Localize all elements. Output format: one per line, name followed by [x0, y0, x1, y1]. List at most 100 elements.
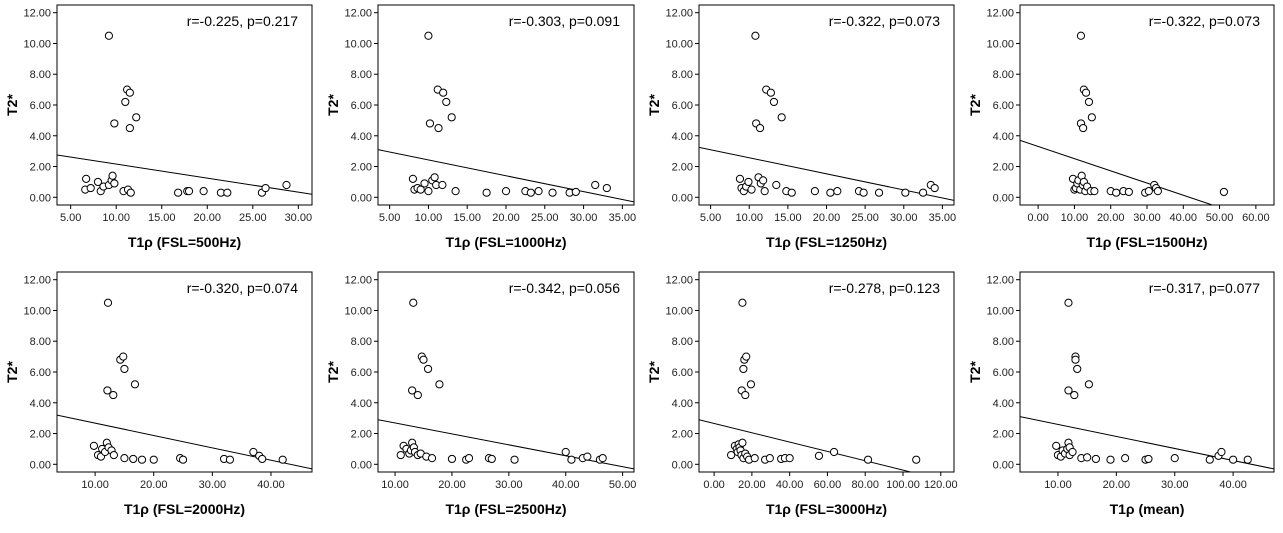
- data-point: [416, 185, 425, 194]
- data-point: [567, 455, 576, 464]
- data-point: [583, 452, 592, 461]
- data-point: [918, 188, 928, 197]
- x-axis-label: T1ρ (FSL=2000Hz): [124, 501, 245, 517]
- x-tick-label: 10.00: [1061, 212, 1089, 224]
- y-tick-label: 4.00: [672, 131, 693, 143]
- y-tick-label: 0.00: [993, 192, 1014, 204]
- y-tick-label: 12.00: [665, 275, 693, 287]
- x-tick-label: 20.00: [492, 212, 520, 224]
- y-tick-label: 6.00: [672, 367, 693, 379]
- data-point: [760, 187, 769, 196]
- data-point: [829, 447, 839, 457]
- y-tick-label: 0.00: [672, 459, 693, 471]
- data-point: [110, 119, 119, 128]
- data-point: [119, 352, 128, 361]
- data-point: [125, 88, 134, 97]
- x-tick-label: 30.00: [1161, 479, 1189, 491]
- data-point: [223, 188, 232, 197]
- x-tick-label: 10.00: [381, 479, 409, 491]
- data-point: [174, 188, 183, 197]
- y-tick-label: 4.00: [993, 398, 1014, 410]
- data-point: [510, 455, 519, 464]
- x-tick-label: 25.00: [851, 212, 879, 224]
- y-tick-label: 4.00: [30, 398, 51, 410]
- data-point: [751, 31, 760, 40]
- data-point: [1083, 453, 1092, 462]
- data-point: [261, 183, 270, 193]
- x-tick-label: 20.00: [194, 212, 222, 224]
- data-point: [833, 187, 842, 196]
- x-tick-label: 80.00: [851, 479, 879, 491]
- data-point: [125, 123, 134, 133]
- data-point: [464, 454, 474, 463]
- x-tick-label: 40.00: [257, 479, 285, 491]
- data-point: [86, 183, 95, 193]
- correlation-annotation: r=-0.322, p=0.073: [1149, 13, 1261, 29]
- data-point: [408, 174, 418, 183]
- data-point: [1124, 187, 1133, 197]
- data-point: [738, 298, 747, 307]
- y-tick-label: 10.00: [344, 305, 372, 317]
- scatter-panel-8: 0.00 2.00 4.00 6.00 8.00 10.00 12.00 10.00 20.00…: [967, 271, 1275, 517]
- correlation-annotation: r=-0.322, p=0.073: [829, 13, 941, 29]
- data-point: [126, 188, 135, 197]
- x-tick-label: 40.00: [552, 479, 580, 491]
- x-tick-label: 100.00: [886, 479, 920, 491]
- correlation-annotation: r=-0.225, p=0.217: [187, 13, 299, 29]
- scatter-panel-7: 0.00 2.00 4.00 6.00 8.00 10.00 12.00 0.00 20.00 4…: [646, 271, 958, 517]
- data-point: [396, 450, 405, 460]
- data-point: [178, 455, 188, 464]
- x-tick-label: 35.00: [929, 212, 957, 224]
- y-tick-label: 2.00: [30, 429, 51, 441]
- y-tick-label: 8.00: [30, 69, 51, 81]
- data-point: [874, 188, 884, 197]
- data-point: [746, 380, 756, 389]
- data-point: [777, 113, 786, 122]
- data-point: [1064, 298, 1073, 307]
- y-tick-label: 0.00: [30, 459, 51, 471]
- data-point: [149, 455, 158, 464]
- x-tick-label: 25.00: [239, 212, 267, 224]
- x-tick-label: 20.00: [140, 479, 168, 491]
- y-tick-label: 6.00: [30, 100, 51, 112]
- y-axis-label: T2*: [967, 361, 983, 383]
- y-axis-label: T2*: [646, 94, 662, 116]
- data-point: [482, 188, 491, 197]
- data-point: [1219, 187, 1229, 197]
- data-point: [1153, 187, 1162, 196]
- x-tick-label: 10.00: [415, 212, 443, 224]
- data-point: [1070, 390, 1079, 400]
- scatter-panel-6: 0.00 2.00 4.00 6.00 8.00 10.00 12.00 10.00 20.00…: [325, 271, 636, 517]
- data-point: [1068, 447, 1077, 457]
- data-point: [424, 187, 433, 196]
- y-tick-label: 2.00: [993, 429, 1014, 441]
- data-point: [1229, 455, 1238, 464]
- data-point: [104, 31, 114, 40]
- data-point: [738, 438, 747, 447]
- x-tick-label: 5.00: [60, 212, 81, 224]
- x-axis-label: T1ρ (FSL=3000Hz): [766, 501, 887, 517]
- plot-frame: [56, 4, 313, 206]
- y-tick-label: 4.00: [351, 398, 372, 410]
- y-tick-label: 6.00: [993, 100, 1014, 112]
- scatter-panel-3: 0.00 2.00 4.00 6.00 8.00 10.00 12.00 5.00 10.00 1…: [646, 4, 957, 250]
- y-axis-label: T2*: [325, 361, 341, 383]
- data-point: [744, 177, 753, 187]
- data-point: [1144, 454, 1153, 464]
- data-point: [278, 455, 287, 464]
- y-tick-label: 4.00: [672, 398, 693, 410]
- data-point: [442, 97, 451, 107]
- data-point: [814, 451, 824, 460]
- y-tick-label: 6.00: [672, 100, 693, 112]
- y-tick-label: 6.00: [30, 367, 51, 379]
- y-tick-label: 10.00: [665, 305, 693, 317]
- x-tick-label: 120.00: [924, 479, 958, 491]
- y-axis-label: T2*: [646, 361, 662, 383]
- data-point: [930, 183, 939, 193]
- data-point: [425, 119, 435, 128]
- data-point: [129, 454, 138, 464]
- data-point: [1205, 455, 1214, 464]
- data-point: [1170, 454, 1179, 463]
- correlation-annotation: r=-0.342, p=0.056: [509, 280, 621, 296]
